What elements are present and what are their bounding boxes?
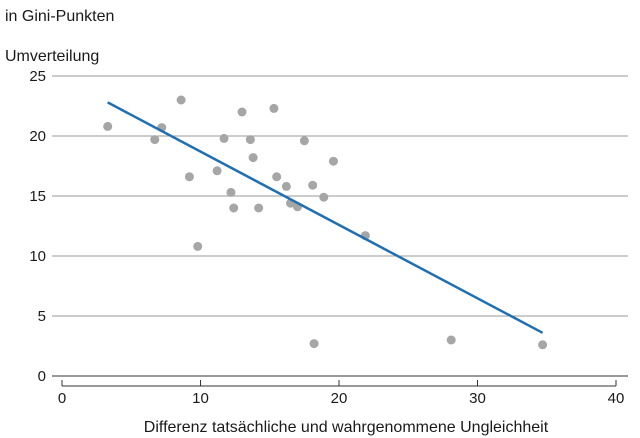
chart-subtitle: in Gini-Punkten: [5, 8, 114, 25]
data-point: [269, 103, 279, 113]
data-point: [538, 340, 548, 350]
data-point: [184, 172, 194, 182]
x-tick-label: 20: [331, 390, 348, 407]
data-point: [446, 335, 456, 345]
data-point: [299, 136, 309, 146]
data-point: [308, 180, 318, 190]
data-point: [212, 166, 222, 176]
data-point: [254, 203, 264, 213]
x-tick-label: 40: [608, 390, 625, 407]
data-point: [319, 192, 329, 202]
data-point: [245, 135, 255, 145]
data-point: [103, 121, 113, 131]
y-tick-label: 5: [38, 308, 46, 325]
data-point: [226, 187, 236, 197]
y-tick-label: 10: [29, 248, 46, 265]
gridlines: [52, 75, 628, 377]
data-point: [219, 133, 229, 143]
data-point: [328, 156, 338, 166]
trend-line-group: [107, 101, 544, 334]
data-points: [103, 95, 548, 350]
x-axis-label: Differenz tatsächliche und wahrgenommene…: [144, 419, 549, 436]
data-point: [281, 181, 291, 191]
y-tick-label: 0: [38, 368, 46, 385]
y-axis-ticks: 0 5 10 15 20 25: [29, 68, 46, 385]
data-point: [176, 95, 186, 105]
data-point: [237, 107, 247, 117]
data-point: [272, 172, 282, 182]
x-tick-label: 10: [192, 390, 209, 407]
y-axis-label: Umverteilung: [5, 48, 99, 65]
data-point: [309, 339, 319, 349]
data-point: [229, 203, 239, 213]
x-tick-label: 30: [469, 390, 486, 407]
data-point: [150, 135, 160, 145]
data-point: [248, 153, 258, 163]
x-axis: 0 10 20 30 40: [58, 380, 625, 407]
x-tick-label: 0: [58, 390, 66, 407]
y-tick-label: 20: [29, 128, 46, 145]
trend-line: [107, 101, 544, 334]
y-tick-label: 25: [29, 68, 46, 85]
y-tick-label: 15: [29, 188, 46, 205]
data-point: [193, 241, 203, 251]
